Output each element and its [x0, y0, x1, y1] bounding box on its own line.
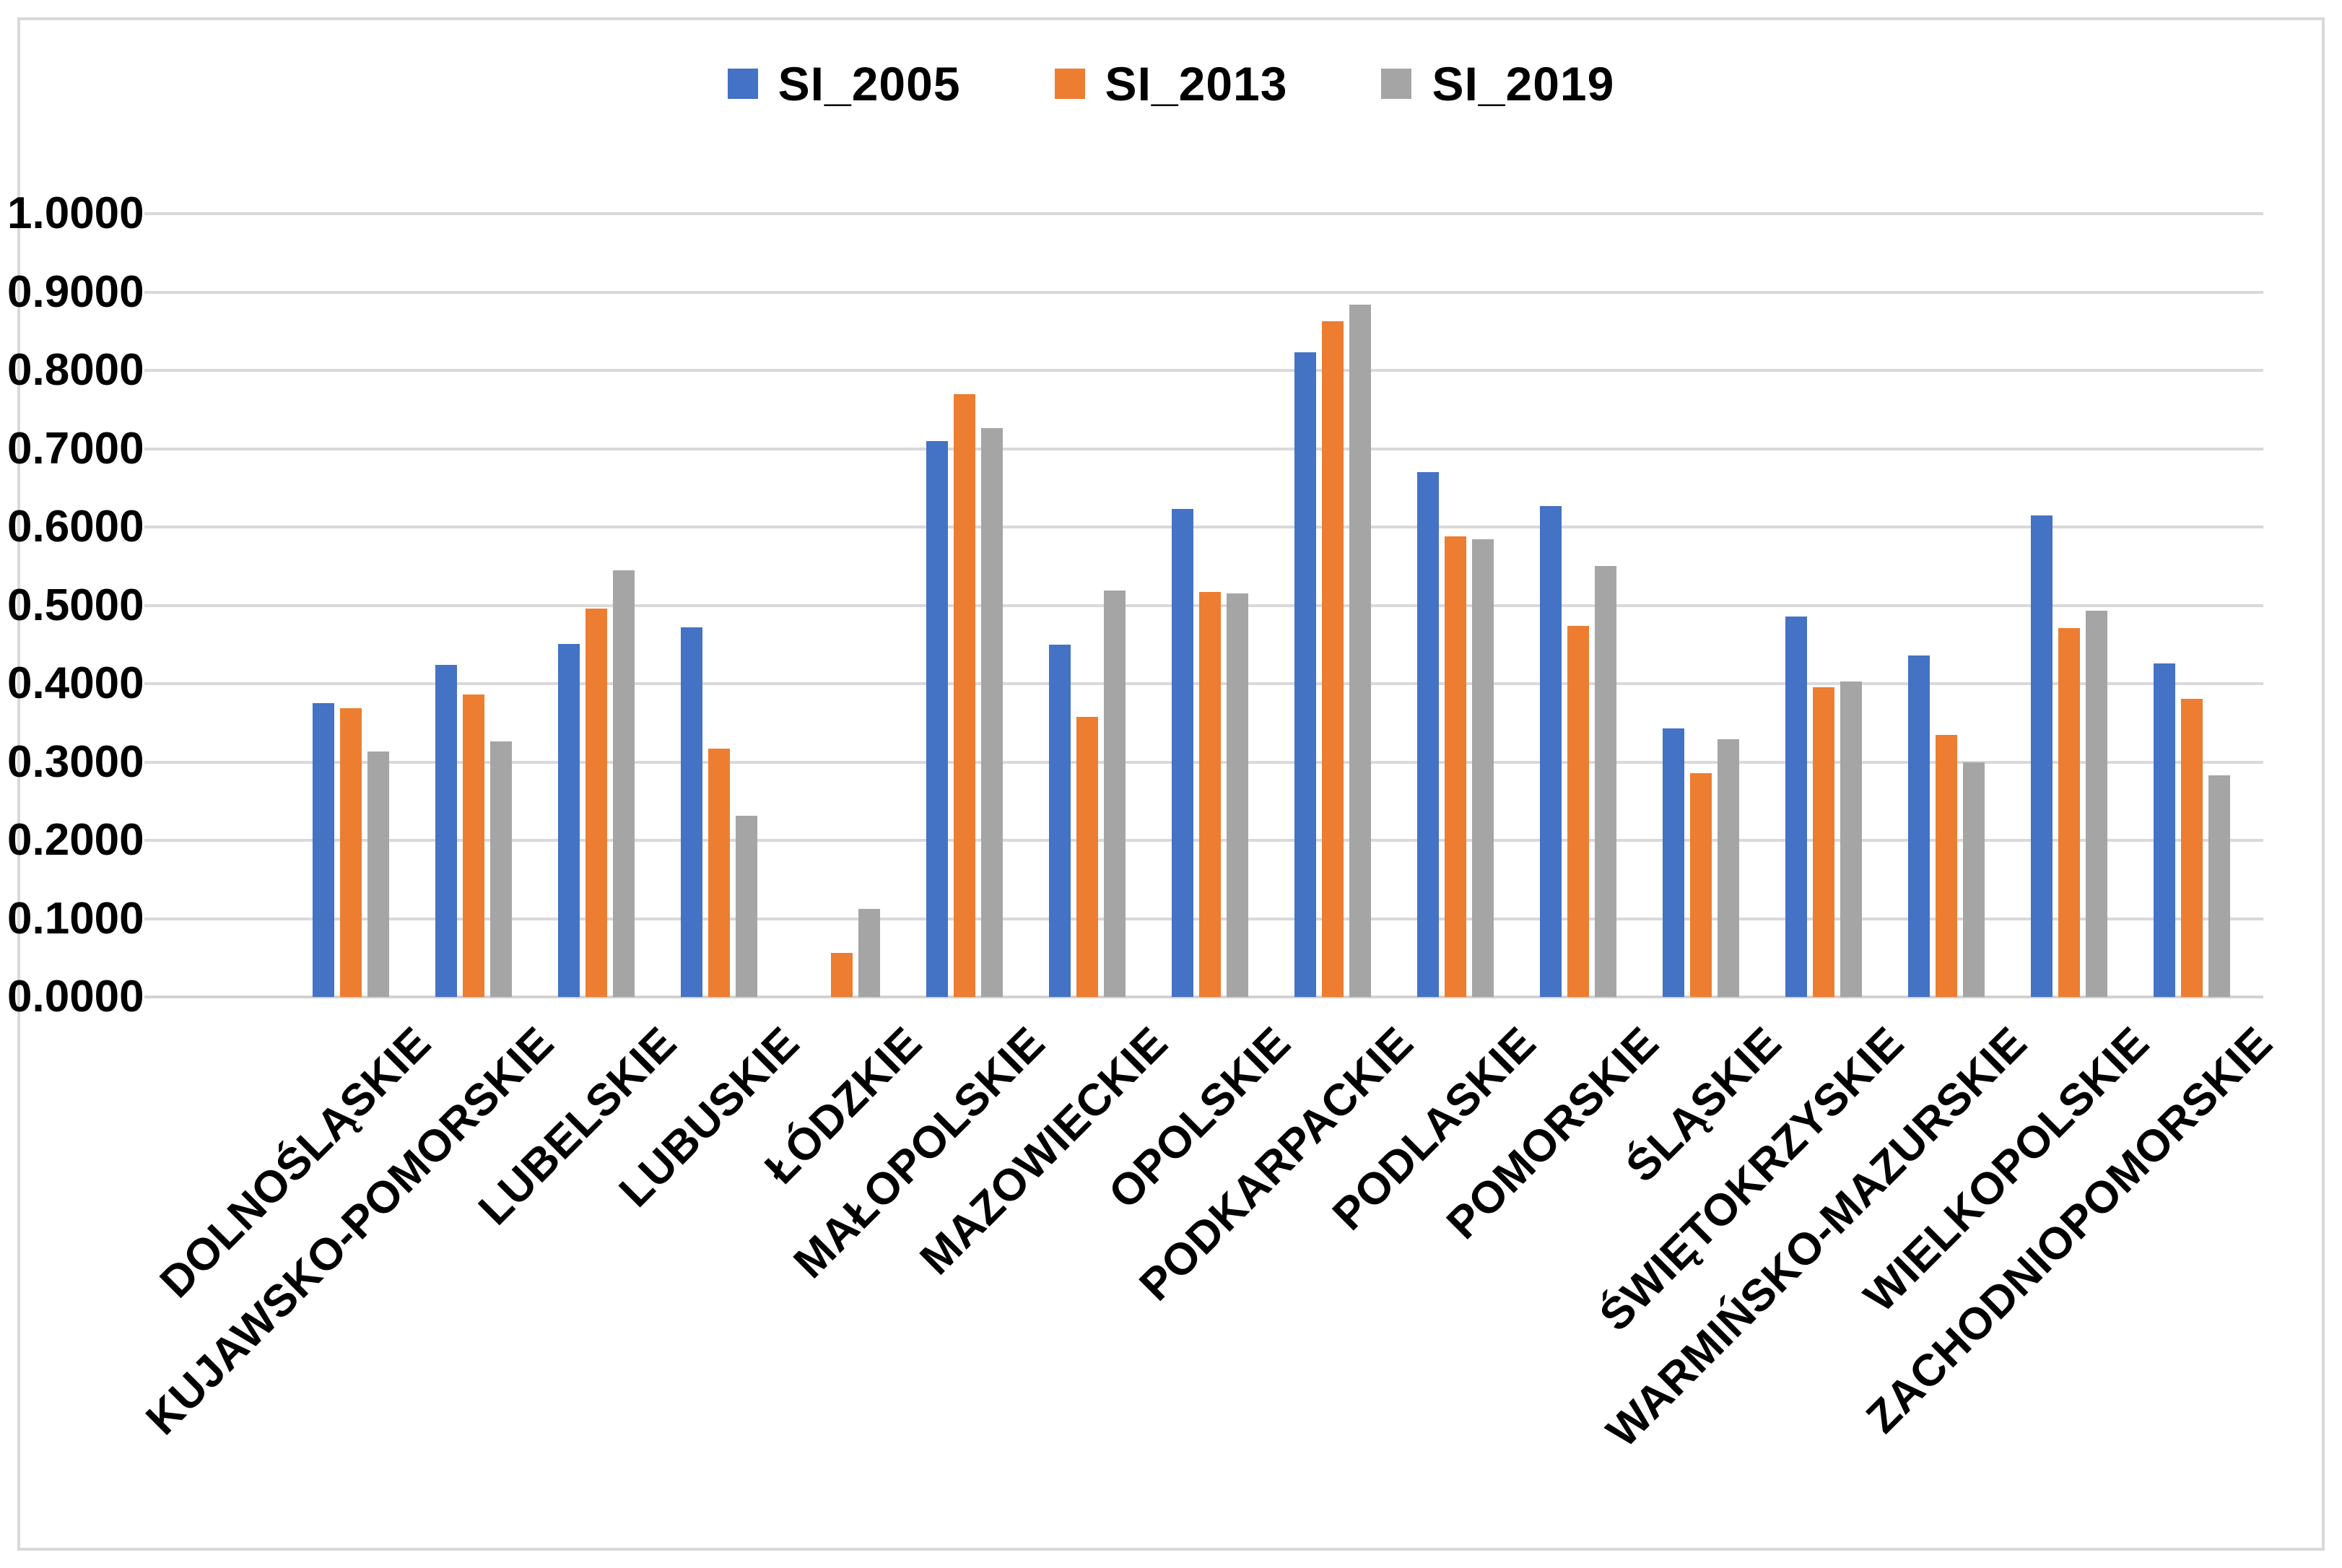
- bar-si_2013: [1076, 716, 1098, 997]
- y-axis-tick-label: 0.7000: [7, 423, 144, 474]
- bar-group: LUBUSKIE: [610, 214, 809, 1216]
- bar-si_2013: [1445, 536, 1466, 997]
- bar-group: ŚWIĘTOKRZYSKIE: [1590, 214, 1913, 1341]
- bar-si_2019: [1595, 566, 1616, 997]
- bar-si_2005: [1540, 505, 1562, 997]
- bar-group: ŁÓDZKIE: [756, 214, 931, 1193]
- bar-si_2005: [1663, 728, 1684, 997]
- y-axis-tick-label: 0.4000: [7, 658, 144, 708]
- bar-group: WARMIŃSKO-MAZURSKIE: [1597, 214, 2036, 1457]
- bar-group: PODKARPACKIE: [1130, 214, 1422, 1310]
- bar-si_2013: [586, 608, 607, 997]
- legend-label-si-2005: SI_2005: [778, 57, 961, 110]
- bar-group: ZACHODNIOPOMORSKIE: [1857, 214, 2281, 1442]
- bar-si_2005: [1049, 644, 1071, 997]
- y-axis-tick-label: 1.0000: [7, 188, 144, 238]
- bar-si_2019: [1840, 681, 1862, 997]
- bar-si_2013: [2181, 698, 2203, 997]
- bar-si_2013: [463, 694, 484, 997]
- bar-si_2019: [1963, 762, 1985, 997]
- y-axis-tick-label: 0.2000: [7, 815, 144, 865]
- bar-group: MAZOWIECKIE: [910, 214, 1177, 1284]
- bar-si_2005: [1294, 352, 1316, 997]
- bar-si_2005: [2031, 515, 2052, 997]
- gridline: [144, 212, 2263, 215]
- legend-swatch-si-2005: [727, 69, 758, 99]
- bar-group: PODLASKIE: [1323, 214, 1545, 1240]
- bar-si_2013: [340, 707, 362, 997]
- bar-group: DOLNOŚLĄSKIE: [151, 214, 440, 1307]
- bar-si_2005: [1785, 616, 1807, 997]
- bar-si_2005: [558, 643, 580, 997]
- bar-si_2013: [1813, 687, 1834, 997]
- y-axis-tick-label: 0.5000: [7, 580, 144, 630]
- bar-si_2019: [981, 428, 1003, 997]
- y-axis-tick-label: 0.6000: [7, 502, 144, 552]
- bar-si_2013: [1690, 772, 1712, 997]
- bar-si_2005: [313, 703, 334, 997]
- bar-si_2005: [926, 440, 948, 997]
- bar-group: OPOLSKIE: [1099, 214, 1300, 1219]
- legend: SI_2005 SI_2013 SI_2019: [0, 56, 2342, 111]
- bar-si_2005: [1417, 472, 1439, 997]
- y-axis-tick-label: 0.3000: [7, 736, 144, 787]
- bar-si_2013: [831, 953, 853, 997]
- bar-si_2019: [613, 570, 635, 997]
- plot-area: DOLNOŚLĄSKIE KUJAWSKO-POMORSKIE LUBELSKIE L…: [136, 212, 2281, 1457]
- bar-group: KUJAWSKO-POMORSKIE: [136, 214, 563, 1445]
- bar-si_2019: [367, 752, 389, 997]
- legend-label-si-2013: SI_2013: [1105, 57, 1288, 110]
- gridline: [144, 290, 2263, 294]
- gridline: [144, 369, 2263, 372]
- gridline: [144, 996, 2263, 998]
- bar-group: POMORSKIE: [1437, 214, 1668, 1249]
- bar-si_2013: [1567, 625, 1589, 997]
- bar-si_2019: [1104, 590, 1126, 997]
- legend-label-si-2019: SI_2019: [1432, 57, 1615, 110]
- y-axis: 1.0000 0.9000 0.8000 0.7000 0.6000 0.5000 0.40…: [7, 191, 144, 1020]
- bar-si_2019: [2086, 611, 2107, 997]
- gridline: [144, 526, 2263, 528]
- y-axis-tick-label: 0.0000: [7, 972, 144, 1022]
- y-axis-tick-label: 0.8000: [7, 345, 144, 395]
- bar-si_2005: [435, 664, 457, 997]
- bar-si_2019: [1718, 739, 1739, 997]
- legend-swatch-si-2019: [1381, 69, 1412, 99]
- bar-si_2019: [490, 741, 512, 997]
- bar-group: ŚLĄSKIE: [1616, 214, 1790, 1192]
- bar-si_2013: [1936, 734, 1957, 997]
- legend-item-si-2019: SI_2019: [1381, 56, 1614, 111]
- legend-swatch-si-2013: [1054, 69, 1085, 99]
- legend-item-si-2013: SI_2013: [1054, 56, 1288, 111]
- bar-si_2005: [2154, 663, 2175, 997]
- bar-si_2013: [954, 393, 975, 997]
- bar-si_2019: [1472, 539, 1494, 997]
- bar-si_2013: [1199, 592, 1221, 997]
- bar-group: MAŁOPOLSKIE: [784, 214, 1054, 1288]
- gridline: [144, 447, 2263, 450]
- bar-si_2005: [1908, 655, 1930, 997]
- bar-si_2005: [1172, 509, 1193, 997]
- bar-si_2019: [2208, 775, 2230, 997]
- bar-si_2019: [1227, 593, 1248, 997]
- bar-si_2019: [736, 816, 757, 997]
- bar-si_2019: [1349, 304, 1371, 997]
- bar-si_2013: [2058, 627, 2080, 997]
- bar-si_2019: [858, 909, 880, 997]
- bar-si_2013: [708, 749, 730, 997]
- legend-item-si-2005: SI_2005: [727, 56, 961, 111]
- bar-group: LUBELSKIE: [469, 214, 686, 1234]
- bar-si_2013: [1322, 321, 1344, 997]
- bar-si_2005: [681, 627, 702, 997]
- bar-group: WIELKOPOLSKIE: [1855, 214, 2159, 1322]
- y-axis-tick-label: 0.1000: [7, 893, 144, 944]
- y-axis-tick-label: 0.9000: [7, 266, 144, 317]
